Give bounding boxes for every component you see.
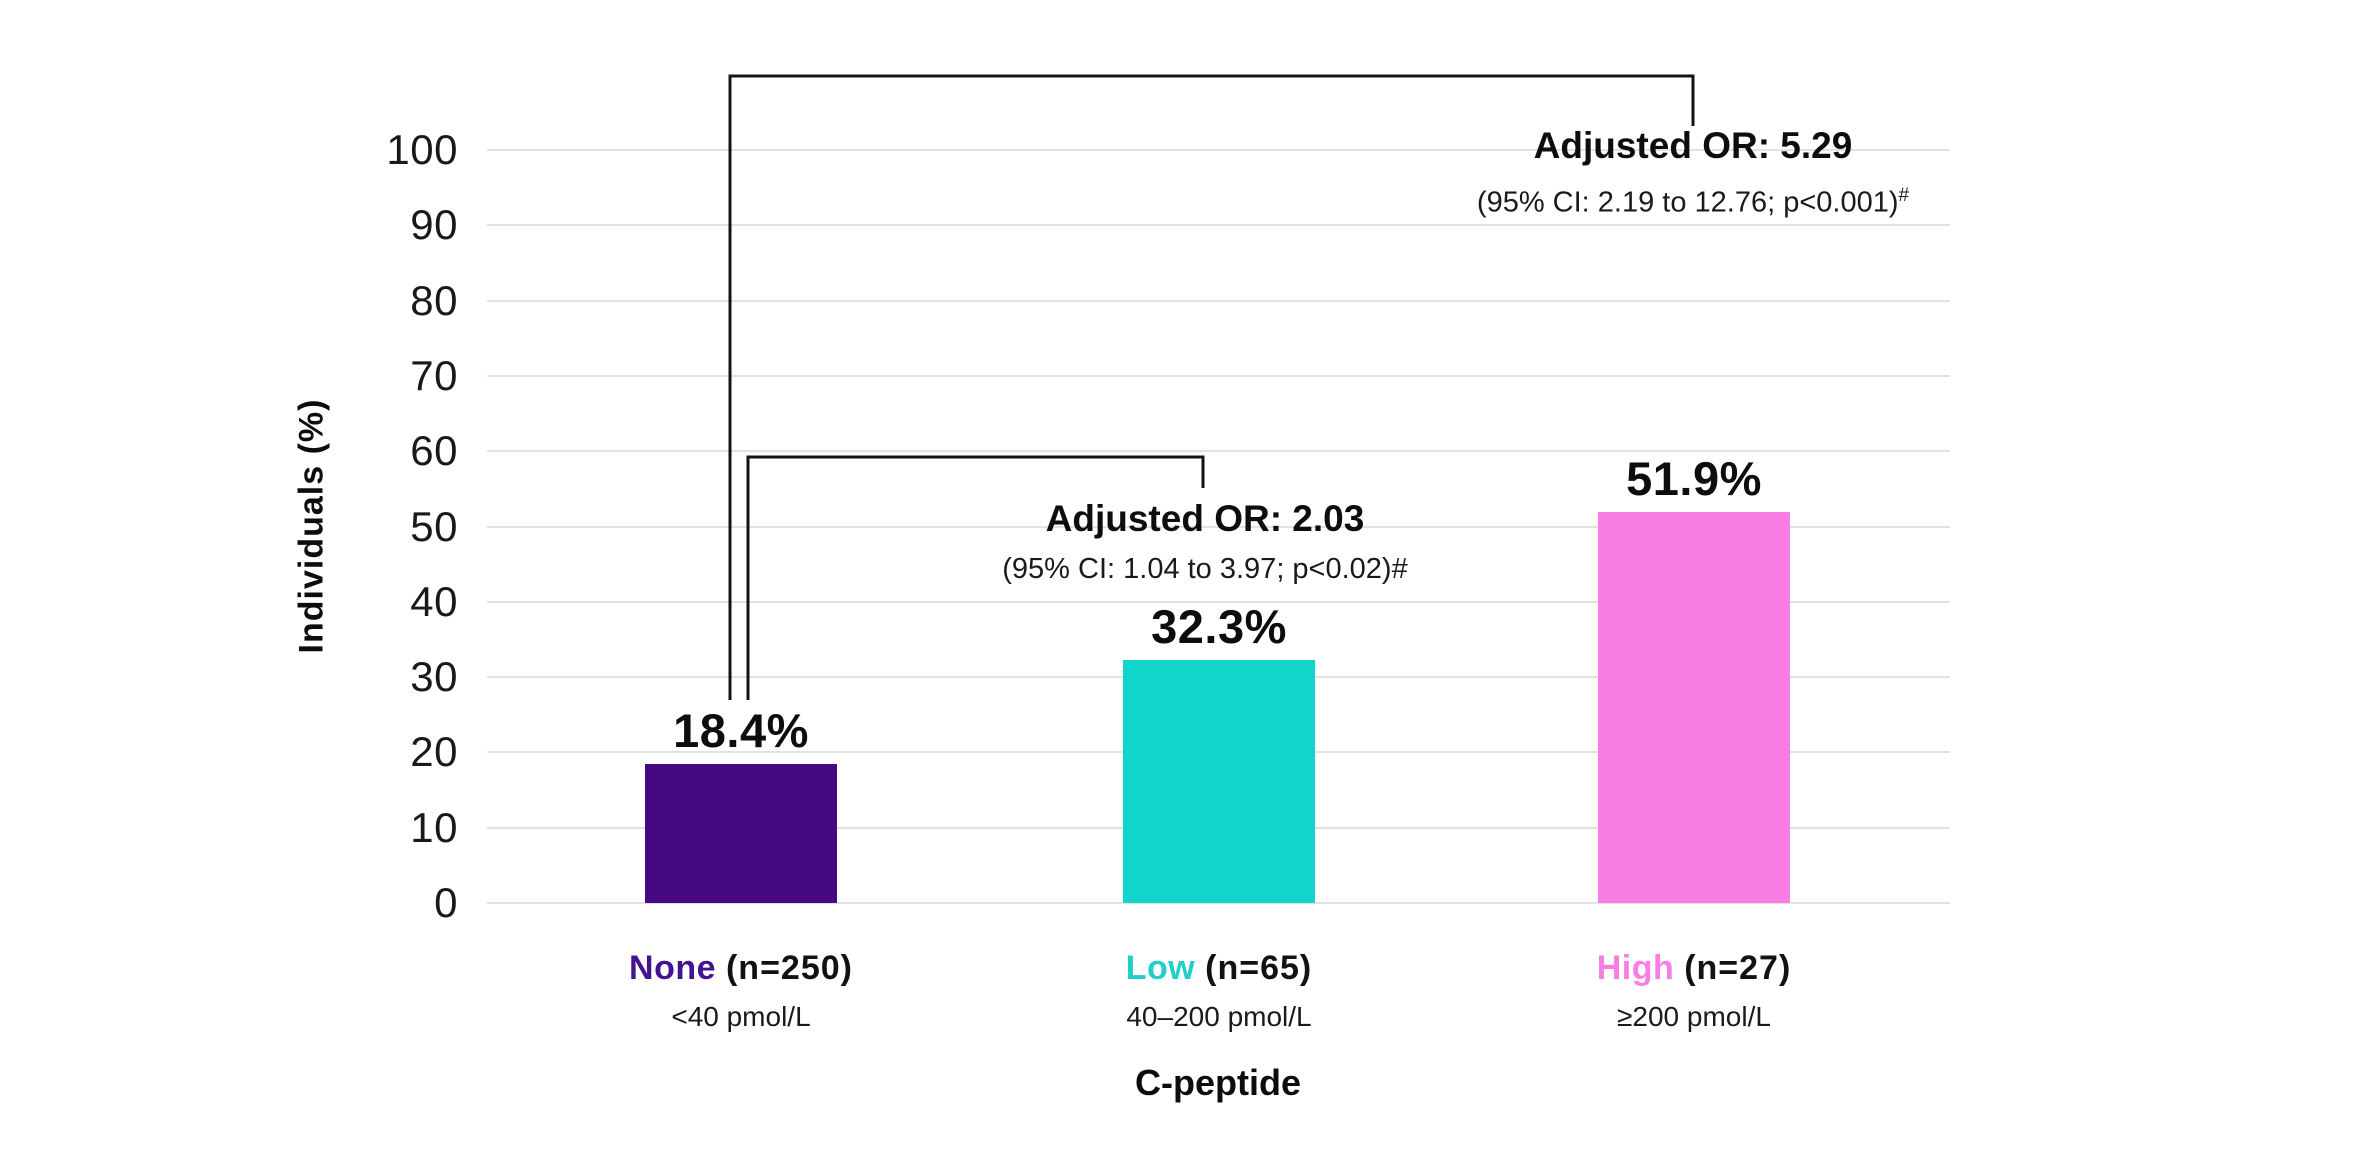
footnote-hash: # [1391, 553, 1408, 585]
y-axis-tick-label: 50 [410, 502, 458, 550]
category-label-low: Low (n=65) 40–200 pmol/L [1126, 948, 1313, 1034]
category-n: (n=65) [1205, 949, 1313, 987]
category-name: None [629, 949, 717, 987]
category-n: (n=27) [1684, 949, 1792, 987]
bar-high [1598, 512, 1790, 903]
bar-value-label: 51.9% [1626, 452, 1762, 506]
category-name: High [1596, 949, 1675, 987]
annotation-or-high: Adjusted OR: 5.29 (95% CI: 2.19 to 12.76… [1477, 125, 1909, 220]
y-axis-tick-label: 70 [410, 351, 458, 399]
x-axis-title: C-peptide [1135, 1062, 1301, 1103]
adjusted-or-title: Adjusted OR: 5.29 [1533, 125, 1853, 166]
y-axis-tick-label: 10 [410, 803, 458, 851]
category-n: (n=250) [725, 949, 853, 987]
confidence-interval-text: (95% CI: 1.04 to 3.97; p<0.02)# [1002, 552, 1407, 586]
y-axis-tick-label: 20 [410, 728, 458, 776]
category-range: <40 pmol/L [671, 1001, 811, 1032]
gridline [487, 600, 1950, 603]
ci-text: (95% CI: 2.19 to 12.76; p<0.001) [1476, 186, 1899, 219]
category-name: Low [1125, 949, 1196, 987]
ci-text: (95% CI: 1.04 to 3.97; p<0.02) [1002, 553, 1392, 585]
y-axis-tick-label: 30 [410, 653, 458, 701]
comparison-bracket-none-vs-low [746, 455, 1205, 700]
annotation-or-low: Adjusted OR: 2.03 (95% CI: 1.04 to 3.97;… [1002, 498, 1407, 586]
y-axis-tick-label: 80 [410, 276, 458, 324]
category-range: 40–200 pmol/L [1126, 1001, 1312, 1032]
category-label-high: High (n=27) ≥200 pmol/L [1597, 948, 1792, 1034]
gridline [487, 902, 1950, 904]
y-axis-tick-label: 90 [410, 201, 458, 249]
category-range: ≥200 pmol/L [1617, 1001, 1771, 1032]
gridline [487, 149, 1950, 151]
confidence-interval-text: (95% CI: 2.19 to 12.76; p<0.001)# [1477, 179, 1909, 220]
footnote-hash: # [1898, 185, 1910, 206]
y-axis-tick-label: 40 [410, 577, 458, 625]
gridline [487, 525, 1950, 528]
bar-value-label: 18.4% [673, 704, 809, 758]
gridline [487, 299, 1950, 302]
y-axis-tick-label: 0 [434, 879, 458, 926]
category-label-none: None (n=250) <40 pmol/L [629, 948, 853, 1034]
comparison-bracket-none-vs-high [728, 74, 1695, 700]
y-axis-tick-label: 100 [386, 126, 458, 173]
gridline [487, 224, 1950, 227]
bar-value-label: 32.3% [1151, 599, 1287, 653]
y-axis-tick-label: 60 [410, 427, 458, 475]
gridline [487, 374, 1950, 377]
bar-none [645, 764, 837, 903]
adjusted-or-title: Adjusted OR: 2.03 [1045, 498, 1365, 539]
bar-low [1123, 659, 1315, 903]
gridline [487, 450, 1950, 453]
